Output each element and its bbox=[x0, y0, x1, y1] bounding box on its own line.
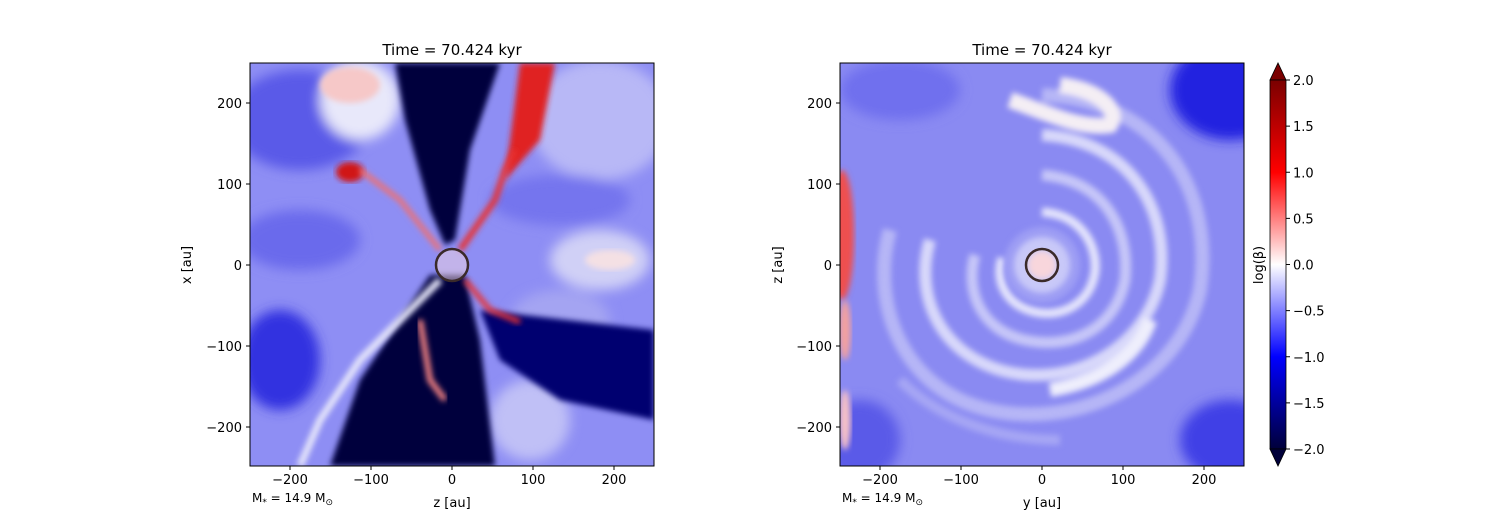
colorbar-tick-label: 0.0 bbox=[1293, 259, 1314, 274]
right-heatmap bbox=[840, 63, 1244, 466]
colorbar: 2.0 1.5 1.0 0.5 0.0 −0.5 −1.0 −1.5 −2.0 log(β) bbox=[1252, 62, 1325, 467]
right-xtick-label: 100 bbox=[1111, 473, 1136, 488]
left-xtick-label: −100 bbox=[353, 473, 389, 488]
left-panel-title: Time = 70.424 kyr bbox=[381, 41, 522, 59]
right-panel-title: Time = 70.424 kyr bbox=[971, 41, 1112, 59]
left-panel: Time = 70.424 kyr bbox=[180, 41, 655, 511]
left-xtick-label: 100 bbox=[521, 473, 546, 488]
left-xtick-label: −200 bbox=[272, 473, 308, 488]
colorbar-tick-label: 1.0 bbox=[1293, 166, 1314, 181]
right-mass-annotation: M* = 14.9 M⊙ bbox=[842, 491, 923, 508]
colorbar-tick-label: −2.0 bbox=[1293, 443, 1325, 458]
colorbar-tick-label: 2.0 bbox=[1293, 74, 1314, 89]
left-y-ticks: 200 100 0 −100 −200 bbox=[206, 97, 250, 436]
left-xtick-label: 0 bbox=[448, 473, 456, 488]
left-xtick-label: 200 bbox=[602, 473, 627, 488]
colorbar-tick-label: 1.5 bbox=[1293, 120, 1314, 135]
colorbar-tick-label: −1.0 bbox=[1293, 351, 1325, 366]
colorbar-gradient bbox=[1269, 79, 1287, 450]
colorbar-label: log(β) bbox=[1252, 246, 1267, 284]
left-ytick-label: 100 bbox=[217, 178, 242, 193]
colorbar-extend-max bbox=[1269, 62, 1287, 81]
right-y-ticks: 200 100 0 −100 −200 bbox=[796, 97, 840, 436]
left-ytick-label: 200 bbox=[217, 97, 242, 112]
left-ytick-label: 0 bbox=[234, 259, 242, 274]
right-x-axis-label: y [au] bbox=[1023, 496, 1061, 511]
right-xtick-label: −100 bbox=[943, 473, 979, 488]
right-xtick-label: 200 bbox=[1192, 473, 1217, 488]
right-ytick-label: 200 bbox=[807, 97, 832, 112]
right-ytick-label: −200 bbox=[796, 421, 832, 436]
right-ytick-label: 0 bbox=[824, 259, 832, 274]
left-sink-circle bbox=[434, 247, 470, 283]
right-ytick-label: −100 bbox=[796, 340, 832, 355]
right-xtick-label: 0 bbox=[1038, 473, 1046, 488]
right-x-ticks: −200 −100 0 100 200 bbox=[862, 466, 1216, 488]
right-y-axis-label: z [au] bbox=[771, 246, 786, 283]
left-mass-annotation: M* = 14.9 M⊙ bbox=[252, 491, 333, 508]
left-ytick-label: −100 bbox=[206, 340, 242, 355]
left-ytick-label: −200 bbox=[206, 421, 242, 436]
right-sink-circle bbox=[1024, 247, 1060, 283]
colorbar-tick-label: −1.5 bbox=[1293, 397, 1325, 412]
colorbar-ticks: 2.0 1.5 1.0 0.5 0.0 −0.5 −1.0 −1.5 −2.0 bbox=[1286, 74, 1325, 458]
left-heatmap bbox=[250, 63, 654, 466]
left-x-ticks: −200 −100 0 100 200 bbox=[272, 466, 626, 488]
colorbar-tick-label: −0.5 bbox=[1293, 305, 1325, 320]
right-ytick-label: 100 bbox=[807, 178, 832, 193]
right-xtick-label: −200 bbox=[862, 473, 898, 488]
colorbar-extend-min bbox=[1269, 448, 1287, 467]
right-panel: Time = 70.424 kyr bbox=[771, 41, 1245, 511]
left-y-axis-label: x [au] bbox=[180, 246, 195, 284]
left-x-axis-label: z [au] bbox=[433, 496, 470, 511]
colorbar-tick-label: 0.5 bbox=[1293, 212, 1314, 227]
